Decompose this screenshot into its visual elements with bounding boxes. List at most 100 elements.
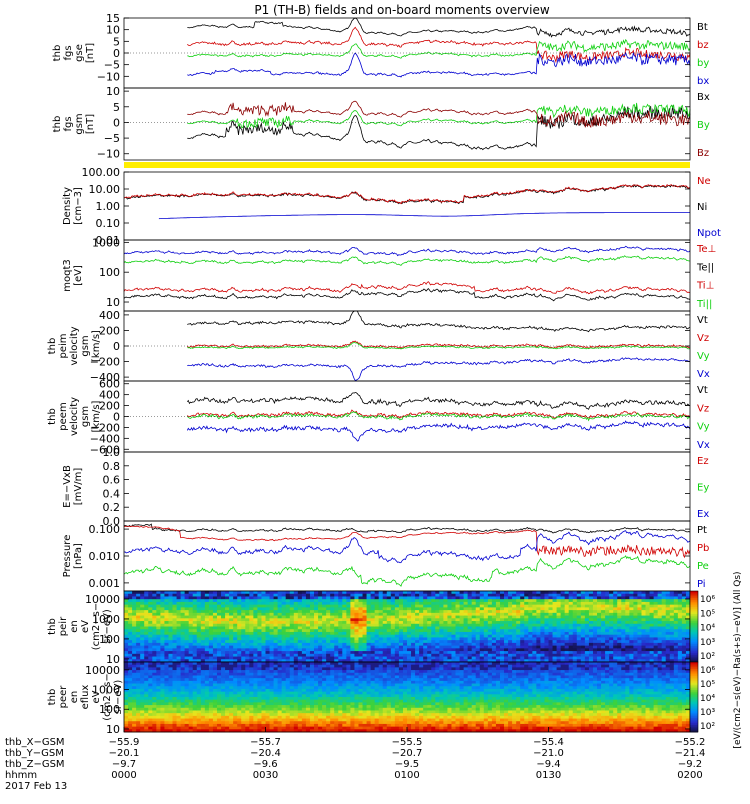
heatmap-cell — [666, 646, 670, 649]
heatmap-cell — [156, 613, 160, 616]
heatmap-cell — [124, 702, 128, 705]
heatmap-cell — [637, 602, 641, 605]
heatmap-cell — [274, 689, 278, 692]
heatmap-cell — [577, 629, 581, 632]
heatmap-cell — [666, 624, 670, 627]
heatmap-cell — [290, 632, 294, 635]
heatmap-cell — [245, 618, 249, 621]
heatmap-cell — [290, 610, 294, 613]
heatmap-cell — [282, 675, 286, 678]
heatmap-cell — [261, 599, 265, 602]
y-tick-label: 200 — [99, 324, 120, 337]
heatmap-cell — [128, 640, 132, 643]
heatmap-cell — [233, 724, 237, 727]
heatmap-cell — [609, 613, 613, 616]
heatmap-cell — [314, 637, 318, 640]
heatmap-cell — [156, 681, 160, 684]
heatmap-cell — [225, 599, 229, 602]
heatmap-cell — [237, 686, 241, 689]
heatmap-cell — [152, 599, 156, 602]
heatmap-cell — [217, 710, 221, 713]
heatmap-cell — [468, 646, 472, 649]
heatmap-cell — [415, 632, 419, 635]
heatmap-cell — [274, 613, 278, 616]
heatmap-cell — [136, 648, 140, 651]
heatmap-cell — [209, 670, 213, 673]
heatmap-cell — [678, 654, 682, 657]
heatmap-cell — [484, 632, 488, 635]
heatmap-cell — [383, 616, 387, 619]
heatmap-cell — [557, 613, 561, 616]
heatmap-cell — [557, 610, 561, 613]
heatmap-cell — [363, 624, 367, 627]
heatmap-cell — [379, 646, 383, 649]
heatmap-cell — [650, 591, 654, 594]
y-tick-label: 0 — [113, 340, 120, 353]
heatmap-cell — [549, 618, 553, 621]
heatmap-cell — [213, 713, 217, 716]
heatmap-cell — [593, 651, 597, 654]
heatmap-cell — [160, 727, 164, 730]
heatmap-cell — [306, 640, 310, 643]
heatmap-cell — [646, 602, 650, 605]
heatmap-cell — [435, 594, 439, 597]
heatmap-cell — [278, 629, 282, 632]
heatmap-cell — [496, 602, 500, 605]
heatmap-cell — [375, 605, 379, 608]
heatmap-cell — [241, 629, 245, 632]
heatmap-cell — [314, 624, 318, 627]
heatmap-cell — [395, 657, 399, 660]
heatmap-cell — [181, 713, 185, 716]
heatmap-cell — [674, 624, 678, 627]
heatmap-cell — [310, 632, 314, 635]
heatmap-cell — [476, 591, 480, 594]
heatmap-cell — [148, 721, 152, 724]
heatmap-cell — [124, 675, 128, 678]
heatmap-cell — [468, 613, 472, 616]
heatmap-cell — [383, 621, 387, 624]
heatmap-cell — [294, 599, 298, 602]
heatmap-cell — [241, 710, 245, 713]
heatmap-cell — [557, 591, 561, 594]
heatmap-cell — [553, 627, 557, 630]
heatmap-cell — [557, 637, 561, 640]
heatmap-cell — [500, 646, 504, 649]
heatmap-cell — [391, 621, 395, 624]
heatmap-cell — [484, 591, 488, 594]
heatmap-cell — [253, 681, 257, 684]
heatmap-cell — [468, 596, 472, 599]
heatmap-cell — [415, 599, 419, 602]
series-line-vt — [187, 393, 690, 410]
heatmap-cell — [193, 591, 197, 594]
heatmap-cell — [253, 618, 257, 621]
heatmap-cell — [217, 670, 221, 673]
heatmap-cell — [302, 648, 306, 651]
heatmap-cell — [581, 651, 585, 654]
heatmap-cell — [597, 616, 601, 619]
heatmap-cell — [132, 618, 136, 621]
heatmap-cell — [350, 643, 354, 646]
heatmap-cell — [581, 627, 585, 630]
heatmap-cell — [197, 692, 201, 695]
heatmap-cell — [342, 607, 346, 610]
heatmap-cell — [306, 651, 310, 654]
heatmap-cell — [156, 713, 160, 716]
heatmap-cell — [278, 716, 282, 719]
y-tick-label: 10.00 — [89, 183, 121, 196]
heatmap-cell — [391, 643, 395, 646]
heatmap-cell — [213, 681, 217, 684]
heatmap-cell — [132, 670, 136, 673]
panel-frame — [124, 172, 690, 240]
heatmap-cell — [520, 618, 524, 621]
heatmap-cell — [512, 635, 516, 638]
heatmap-cell — [516, 632, 520, 635]
heatmap-cell — [205, 716, 209, 719]
heatmap-cell — [480, 654, 484, 657]
heatmap-cell — [257, 667, 261, 670]
heatmap-cell — [399, 629, 403, 632]
heatmap-cell — [217, 727, 221, 730]
heatmap-cell — [282, 610, 286, 613]
heatmap-cell — [561, 594, 565, 597]
series-line-bz — [187, 27, 690, 61]
heatmap-cell — [286, 667, 290, 670]
